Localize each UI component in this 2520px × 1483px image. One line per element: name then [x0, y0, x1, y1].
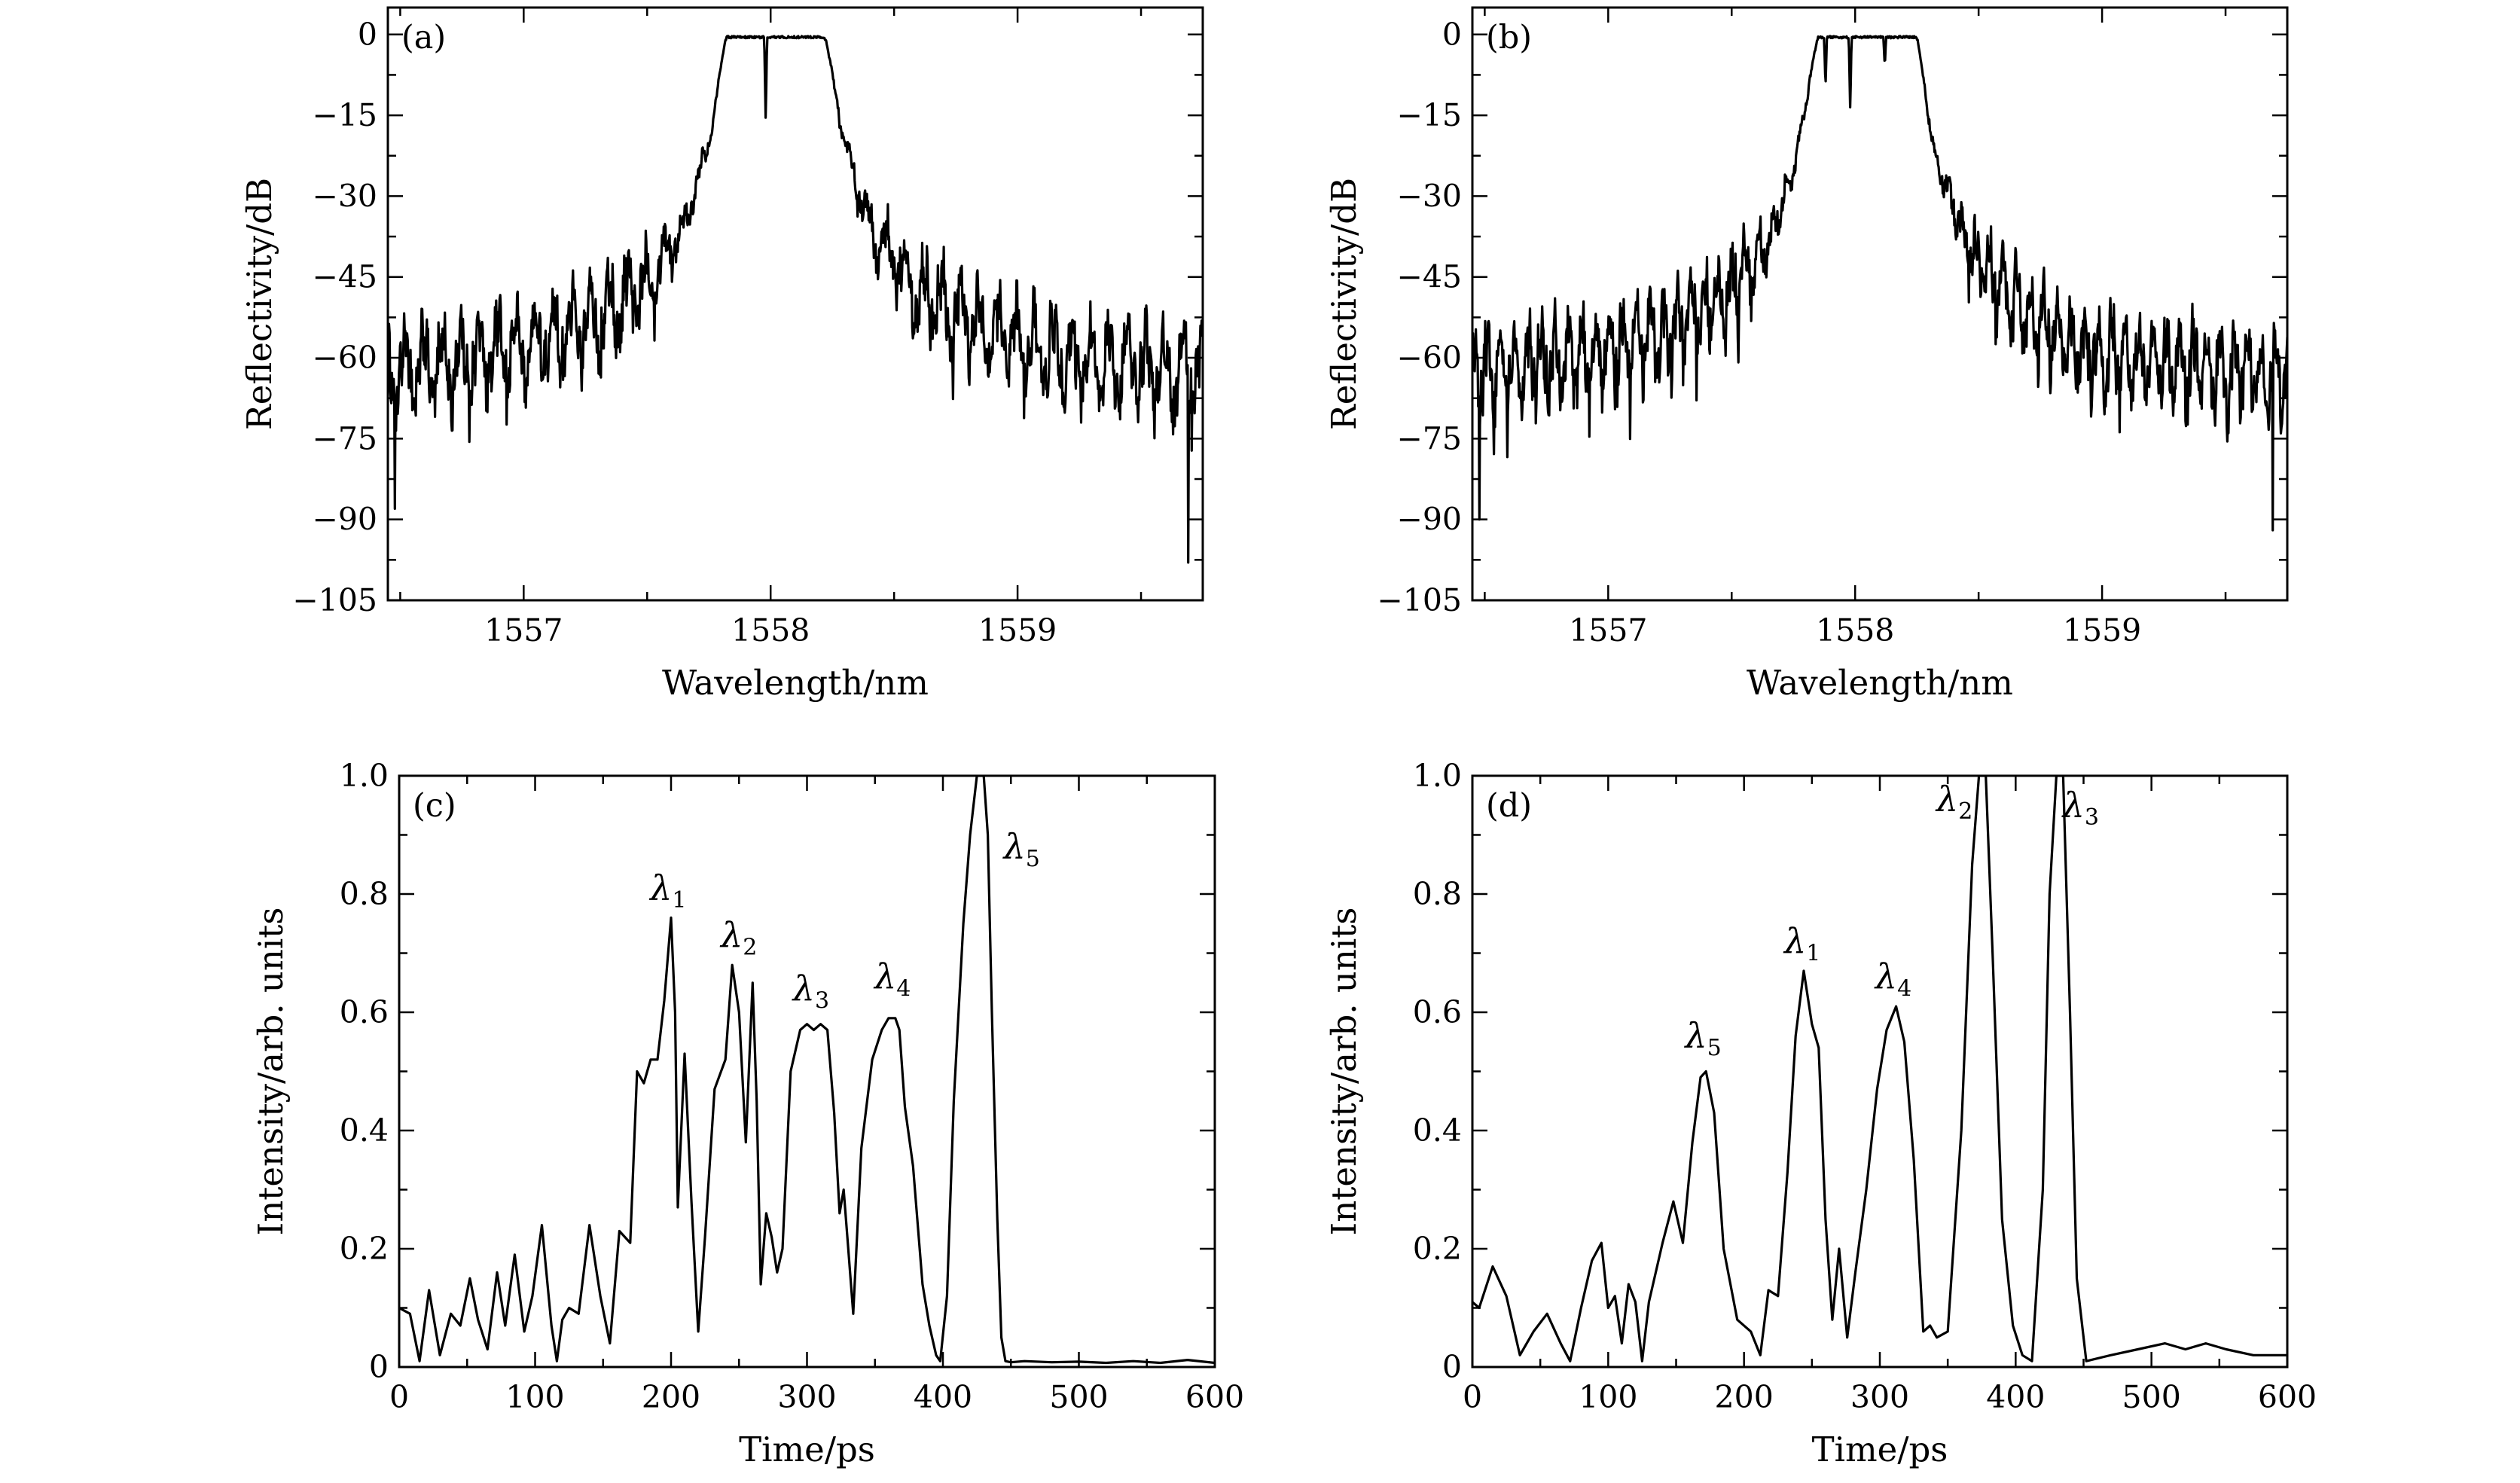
peak-annotation: λ3: [792, 968, 829, 1014]
peak-annotation: λ5: [1002, 826, 1040, 872]
y-tick-label: −30: [1396, 178, 1462, 214]
panel-b: 1557 1558 1559 0 −15 −30 −45 −60 −75 −90 −105 Wavel…: [1324, 6, 2289, 703]
x-tick-label: 1558: [731, 612, 810, 648]
panel-label: (a): [401, 19, 446, 56]
x-tick-label: 300: [777, 1379, 836, 1415]
peak-annotation: λ1: [1783, 921, 1820, 967]
series-line-pulse-train-d: [1472, 776, 2287, 1362]
series-line-pulse-train-c: [399, 776, 1215, 1365]
plot-frame: [1471, 6, 2289, 602]
x-tick-label: 0: [1463, 1379, 1482, 1415]
y-tick-label: 0: [369, 1349, 389, 1385]
y-tick-label: −105: [292, 582, 377, 618]
peak-annotation: λ5: [1683, 1015, 1721, 1061]
x-tick-label: 600: [2258, 1379, 2317, 1415]
x-axis-title: Wavelength/nm: [1747, 663, 2013, 703]
peak-annotation: λ2: [719, 915, 757, 961]
peak-annotation: λ4: [1874, 957, 1911, 1002]
y-tick-label: −45: [1396, 259, 1462, 295]
y-tick-label: 1.0: [1413, 758, 1462, 794]
y-tick-label: −15: [1396, 97, 1462, 133]
series-line-spectrum-a: [388, 35, 1203, 564]
x-tick-label: 100: [505, 1379, 564, 1415]
y-tick-label: −90: [1396, 502, 1462, 538]
y-tick-label: −75: [1396, 420, 1462, 456]
peak-annotation: λ1: [648, 868, 686, 914]
x-tick-label: 600: [1185, 1379, 1244, 1415]
x-axis-title: Time/ps: [1812, 1430, 1948, 1469]
x-tick-label: 1557: [484, 612, 563, 648]
peak-annotation: λ3: [2061, 785, 2099, 831]
x-tick-label: 500: [2122, 1379, 2181, 1415]
y-tick-label: 0: [358, 17, 377, 53]
panel-label: (b): [1486, 19, 1532, 56]
x-tick-label: 1559: [2063, 612, 2141, 648]
series-line-spectrum-b: [1472, 35, 2287, 532]
y-tick-label: 0.8: [1413, 876, 1462, 912]
y-tick-label: 0.4: [340, 1112, 389, 1149]
plot-frame: [398, 774, 1216, 1369]
x-tick-label: 300: [1850, 1379, 1909, 1415]
panel-label: (d): [1486, 787, 1532, 825]
y-tick-label: 0.8: [340, 876, 389, 912]
panel-label: (c): [413, 787, 456, 825]
x-tick-label: 400: [1986, 1379, 2045, 1415]
y-axis-title: Reflectivity/dB: [239, 178, 279, 430]
y-tick-label: 0: [1442, 17, 1462, 53]
y-tick-label: −45: [312, 259, 377, 295]
y-tick-label: 0.2: [1413, 1231, 1462, 1267]
y-tick-label: 1.0: [340, 758, 389, 794]
y-tick-label: −15: [312, 97, 377, 133]
y-tick-label: 0.6: [1413, 994, 1462, 1030]
y-tick-label: 0: [1442, 1349, 1462, 1385]
panel-d: 0 100 200 300 400 500 600 0 0.2 0.4 0.6 0.8 1.0 Time/…: [1324, 758, 2317, 1469]
peak-annotation: λ2: [1935, 779, 1972, 825]
y-axis-title: Intensity/arb. units: [251, 908, 291, 1236]
y-tick-label: 0.4: [1413, 1112, 1462, 1149]
panel-a: 1557 1558 1559 0 −15 −30 −45 −60 −75 −90 −105 Wavel…: [239, 6, 1204, 703]
x-tick-label: 1559: [978, 612, 1057, 648]
peak-annotation: λ4: [873, 957, 911, 1002]
y-tick-label: −60: [312, 340, 377, 376]
y-tick-label: −105: [1377, 582, 1462, 618]
panel-c: 0 100 200 300 400 500 600 0 0.2 0.4 0.6 0.8 1.0 Time/…: [251, 758, 1244, 1469]
y-axis-title: Reflectivity/dB: [1324, 178, 1364, 430]
x-tick-label: 1557: [1569, 612, 1647, 648]
x-tick-label: 0: [389, 1379, 409, 1415]
y-tick-label: 0.2: [340, 1231, 389, 1267]
y-tick-label: −60: [1396, 340, 1462, 376]
x-tick-label: 200: [1715, 1379, 1774, 1415]
y-axis-title: Intensity/arb. units: [1324, 908, 1364, 1236]
y-tick-label: −30: [312, 178, 377, 214]
x-tick-label: 200: [642, 1379, 700, 1415]
y-tick-label: −75: [312, 420, 377, 456]
y-tick-label: 0.6: [340, 994, 389, 1030]
plot-frame: [386, 6, 1204, 602]
x-axis-title: Time/ps: [739, 1430, 875, 1469]
x-tick-label: 500: [1049, 1379, 1108, 1415]
x-tick-label: 1558: [1816, 612, 1894, 648]
x-axis-title: Wavelength/nm: [662, 663, 929, 703]
y-tick-label: −90: [312, 502, 377, 538]
x-tick-label: 100: [1579, 1379, 1637, 1415]
x-tick-label: 400: [914, 1379, 972, 1415]
